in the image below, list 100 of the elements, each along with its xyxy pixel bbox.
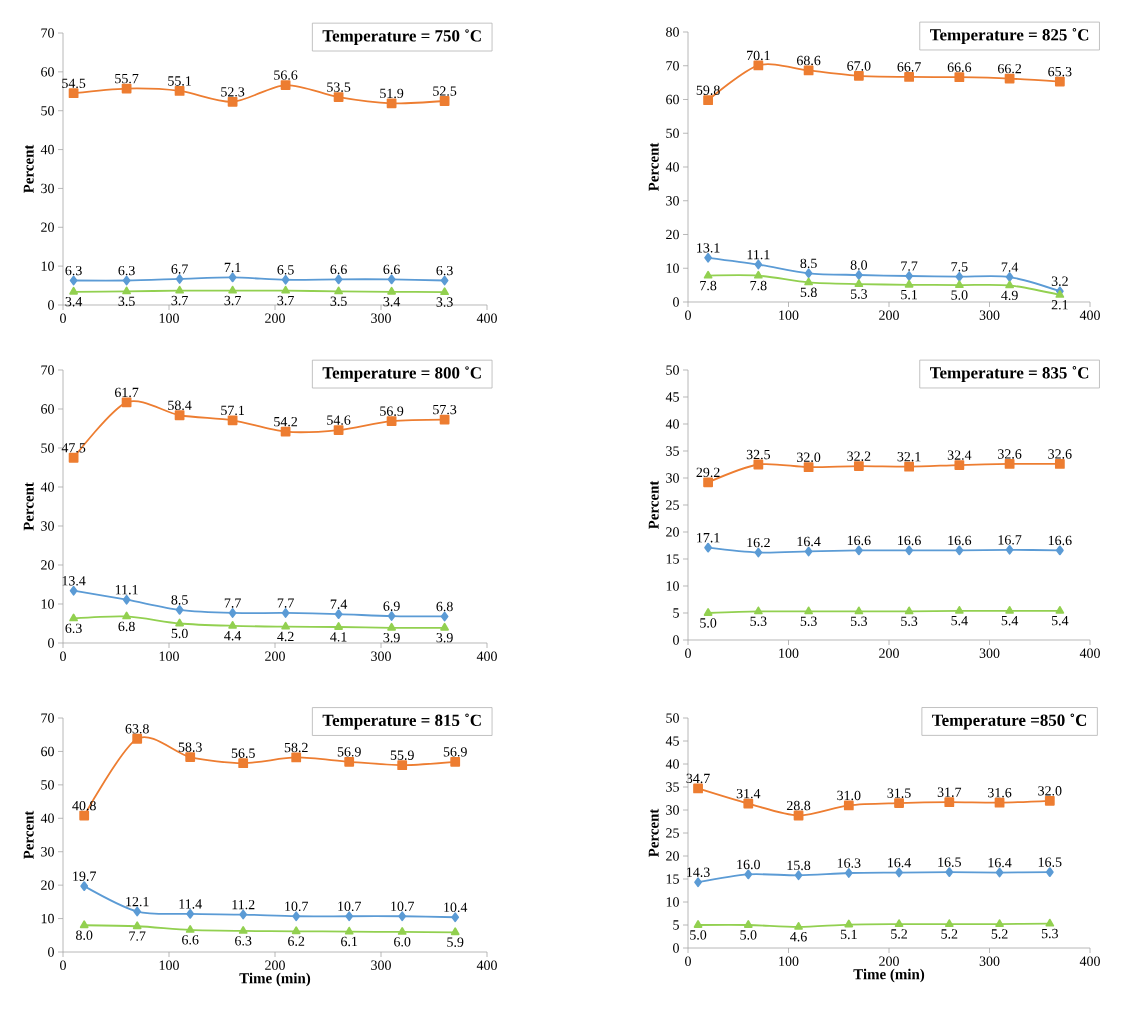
data-label: 68.6 bbox=[797, 55, 821, 66]
point bbox=[387, 286, 396, 295]
x-tick-label: 200 bbox=[265, 651, 285, 661]
data-label: 32.6 bbox=[1048, 449, 1072, 459]
data-label: 32.1 bbox=[897, 452, 921, 462]
point bbox=[1044, 795, 1055, 806]
y-tick-label: 20 bbox=[666, 229, 679, 240]
y-axis-title: Percent bbox=[23, 482, 34, 531]
data-label: 3.4 bbox=[383, 296, 401, 307]
y-tick-label: 45 bbox=[665, 736, 679, 746]
data-label: 58.4 bbox=[168, 400, 192, 411]
point bbox=[854, 606, 864, 615]
point bbox=[175, 285, 184, 294]
point bbox=[239, 909, 248, 920]
data-label: 16.5 bbox=[1038, 857, 1062, 867]
data-label: 7.4 bbox=[330, 599, 348, 609]
point bbox=[803, 462, 814, 473]
data-label: 5.3 bbox=[1041, 928, 1058, 939]
y-tick-label: 30 bbox=[666, 196, 679, 206]
data-label: 6.3 bbox=[436, 265, 453, 276]
data-label: 31.4 bbox=[736, 788, 761, 799]
data-label: 7.1 bbox=[224, 262, 241, 273]
y-tick-label: 0 bbox=[48, 638, 54, 648]
point bbox=[703, 270, 713, 279]
point bbox=[703, 608, 713, 616]
data-label: 32.4 bbox=[947, 450, 972, 460]
data-label: 31.0 bbox=[837, 790, 861, 801]
point bbox=[744, 869, 753, 880]
point bbox=[804, 277, 813, 286]
point bbox=[238, 758, 249, 769]
point bbox=[281, 274, 290, 285]
y-tick-label: 20 bbox=[41, 222, 54, 232]
y-tick-label: 50 bbox=[666, 365, 679, 375]
data-label: 16.6 bbox=[948, 535, 972, 546]
point bbox=[794, 921, 803, 930]
data-label: 54.5 bbox=[62, 78, 86, 89]
y-axis-title: Percent bbox=[648, 808, 659, 858]
y-tick-label: 40 bbox=[665, 162, 679, 172]
point bbox=[280, 426, 291, 437]
y-tick-label: 15 bbox=[666, 874, 679, 884]
data-label: 5.3 bbox=[800, 616, 817, 627]
y-tick-label: 0 bbox=[673, 297, 679, 307]
point bbox=[186, 908, 195, 919]
data-label: 8.5 bbox=[171, 595, 188, 605]
x-tick-label: 300 bbox=[979, 648, 1000, 658]
y-tick-label: 60 bbox=[41, 404, 54, 414]
data-label: 56.9 bbox=[337, 747, 361, 757]
data-label: 12.1 bbox=[126, 896, 149, 907]
data-label: 3.5 bbox=[118, 296, 135, 307]
y-tick-label: 35 bbox=[666, 446, 679, 456]
data-label: 3.9 bbox=[436, 632, 453, 643]
data-label: 6.6 bbox=[383, 264, 400, 275]
point bbox=[333, 425, 344, 435]
point bbox=[854, 270, 863, 280]
point bbox=[844, 868, 853, 878]
data-label: 17.1 bbox=[697, 533, 720, 543]
data-label: 7.7 bbox=[129, 931, 146, 941]
y-tick-label: 10 bbox=[666, 581, 679, 591]
data-label: 11.2 bbox=[232, 899, 255, 910]
data-label: 61.7 bbox=[114, 387, 139, 398]
x-axis-title: Time (min) bbox=[853, 968, 925, 983]
point bbox=[79, 810, 90, 821]
data-label: 5.4 bbox=[1001, 616, 1019, 626]
y-tick-label: 5 bbox=[673, 608, 679, 618]
y-tick-label: 45 bbox=[665, 392, 679, 402]
point bbox=[291, 926, 301, 935]
data-label: 6.2 bbox=[288, 936, 305, 946]
x-tick-label: 100 bbox=[159, 313, 179, 323]
data-label: 6.3 bbox=[118, 265, 135, 276]
data-label: 7.4 bbox=[1001, 262, 1019, 272]
data-label: 16.6 bbox=[898, 535, 921, 546]
point bbox=[174, 85, 185, 96]
data-label: 3.4 bbox=[65, 296, 83, 307]
point bbox=[121, 397, 132, 408]
point bbox=[1054, 76, 1065, 87]
data-label: 34.7 bbox=[686, 773, 710, 784]
data-label: 5.1 bbox=[840, 929, 857, 940]
data-label: 16.7 bbox=[998, 535, 1022, 545]
data-label: 14.3 bbox=[687, 867, 710, 878]
data-label: 10.7 bbox=[285, 901, 309, 912]
point bbox=[228, 285, 237, 294]
data-label: 5.2 bbox=[941, 929, 958, 939]
chart-title: Temperature = 815 ˚C bbox=[322, 713, 481, 730]
data-label: 16.4 bbox=[988, 857, 1012, 868]
data-label: 5.0 bbox=[951, 290, 968, 300]
y-tick-label: 10 bbox=[666, 263, 679, 273]
point bbox=[853, 461, 864, 472]
data-label: 66.2 bbox=[998, 63, 1022, 74]
data-label: 5.2 bbox=[991, 929, 1008, 939]
x-tick-label: 300 bbox=[979, 956, 1000, 966]
data-label: 5.9 bbox=[447, 937, 464, 947]
data-label: 3.9 bbox=[383, 632, 400, 643]
data-label: 55.9 bbox=[390, 750, 414, 760]
point bbox=[387, 622, 396, 631]
y-tick-label: 80 bbox=[666, 27, 679, 37]
data-label: 3.7 bbox=[171, 295, 188, 306]
x-tick-label: 400 bbox=[476, 313, 497, 323]
y-tick-label: 40 bbox=[665, 759, 679, 769]
point bbox=[995, 919, 1004, 927]
y-tick-label: 70 bbox=[666, 61, 679, 71]
